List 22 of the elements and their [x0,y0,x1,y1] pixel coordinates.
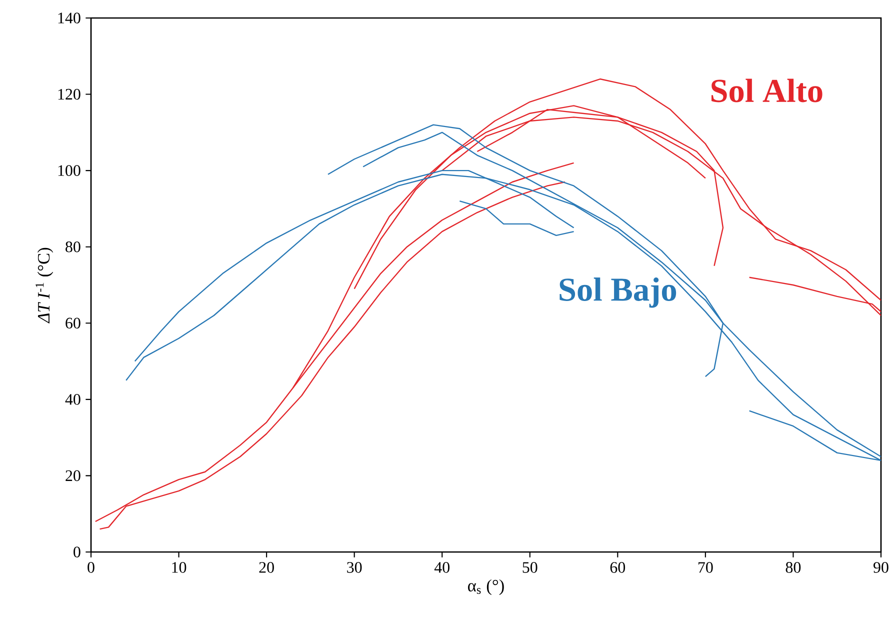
y-tick-label: 120 [58,88,80,100]
y-tick-label: 140 [58,12,80,24]
x-tick-label: 60 [610,562,626,573]
y-tick-label: 80 [66,241,80,252]
x-tick-label: 90 [874,562,888,573]
x-axis-title: α$_{s}$ (°) [468,579,504,596]
x-tick-label: 70 [698,562,713,573]
x-tick-label: 40 [434,562,450,573]
y-tick-label: 100 [58,165,80,176]
y-tick-label: 0 [74,546,80,558]
x-tick-label: 10 [172,562,186,573]
y-tick-label: 40 [65,394,80,405]
x-tick-label: 30 [347,562,362,573]
y-tick-label: 60 [66,318,80,329]
x-tick-label: 50 [522,562,538,573]
x-tick-label: 20 [259,562,274,573]
y-tick-label: 20 [66,470,80,482]
series-label: Sol Bajo [560,278,676,308]
x-tick-label: 80 [786,562,801,573]
text: Sol Alto [711,78,822,102]
y-axis-title: ΔT I$^{-1}$ (°C) [36,248,54,324]
x-tick-label: 0 [88,562,94,573]
